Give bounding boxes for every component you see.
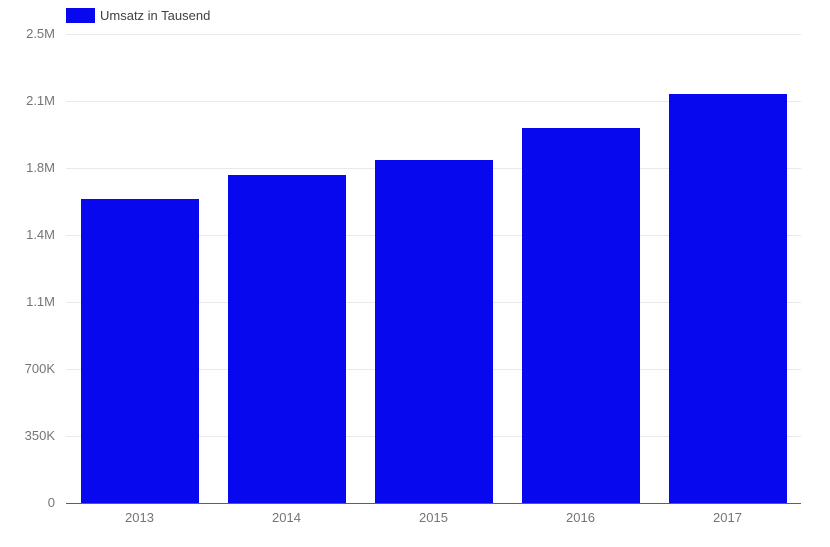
x-axis-line (66, 503, 801, 504)
x-tick-label: 2017 (713, 510, 742, 525)
y-tick-label: 350K (24, 428, 55, 443)
x-tick-label: 2013 (125, 510, 154, 525)
y-tick-label: 2.5M (26, 26, 55, 41)
legend-label: Umsatz in Tausend (100, 8, 211, 23)
y-tick-label: 1.1M (26, 294, 55, 309)
y-tick-label: 0 (47, 495, 55, 510)
bar-2013[interactable] (81, 199, 199, 503)
gridline (66, 101, 801, 102)
legend-swatch (66, 8, 95, 23)
gridline (66, 34, 801, 35)
bar-2015[interactable] (375, 160, 493, 503)
bar-2016[interactable] (522, 128, 640, 503)
bar-2017[interactable] (669, 94, 787, 503)
y-tick-label: 1.8M (26, 160, 55, 175)
y-tick-label: 2.1M (26, 93, 55, 108)
y-tick-label: 1.4M (26, 227, 55, 242)
x-tick-label: 2016 (566, 510, 595, 525)
x-tick-label: 2014 (272, 510, 301, 525)
bar-2014[interactable] (228, 175, 346, 503)
legend-item[interactable]: Umsatz in Tausend (66, 8, 210, 23)
y-tick-label: 700K (24, 361, 55, 376)
x-tick-label: 2015 (419, 510, 448, 525)
